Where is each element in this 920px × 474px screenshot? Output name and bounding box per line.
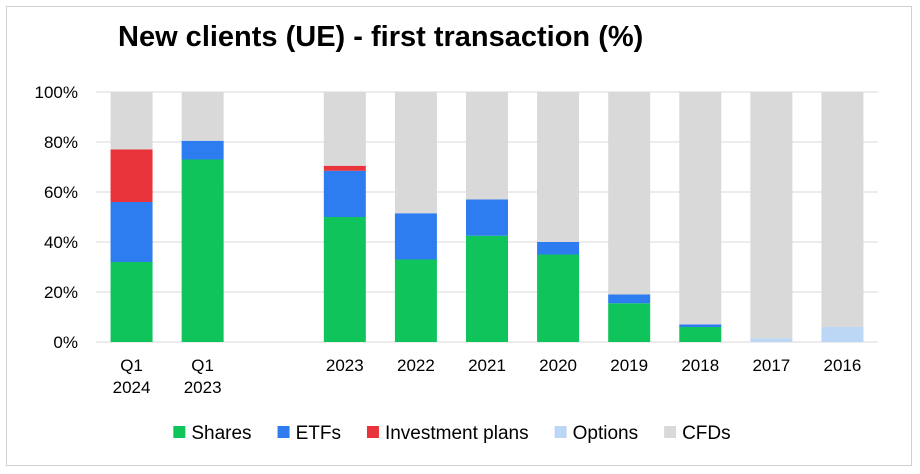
bar-segment-etfs	[394, 213, 437, 260]
y-tick-label: 40%	[44, 233, 78, 252]
legend-label: ETFs	[296, 423, 341, 444]
legend: Shares ETFs Investment plans Options CFDs	[173, 423, 731, 444]
y-tick-label: 100%	[35, 83, 78, 102]
x-tick-label: 2023	[184, 378, 222, 397]
bar-segment-cfds	[537, 92, 580, 242]
legend-label: Investment plans	[385, 423, 529, 444]
legend-label: Shares	[191, 423, 251, 444]
x-tick-label: 2018	[681, 356, 719, 375]
chart-title: New clients (UE) - first transaction (%)	[118, 21, 643, 53]
y-axis-ticks: 0% 20% 40% 60% 80% 100%	[35, 83, 78, 352]
y-tick-label: 20%	[44, 283, 78, 302]
x-tick-label: 2022	[397, 356, 435, 375]
bar-segment-shares	[466, 235, 508, 342]
legend-swatch	[173, 426, 186, 438]
bar-segment-cfds	[466, 92, 508, 200]
x-tick-label: 2021	[468, 356, 506, 375]
bar-segment-etfs	[608, 294, 651, 304]
x-tick-label: 2016	[824, 356, 862, 375]
bar-segment-cfds	[679, 92, 722, 325]
y-tick-label: 80%	[44, 133, 78, 152]
legend-label: CFDs	[682, 423, 731, 444]
bar-segment-shares	[679, 327, 722, 342]
bar-segment-investment-plans	[110, 149, 153, 202]
x-tick-label: Q1	[191, 356, 214, 375]
x-tick-label: 2019	[610, 356, 648, 375]
bar-segment-shares	[181, 159, 224, 342]
legend-swatch	[554, 426, 567, 438]
bar-segment-cfds	[110, 92, 153, 150]
y-tick-label: 60%	[44, 183, 78, 202]
bar-segment-cfds	[394, 92, 437, 214]
y-tick-label: 0%	[53, 333, 78, 352]
bar-segment-options	[821, 327, 864, 342]
bar-segment-etfs	[466, 199, 508, 236]
bar-segment-shares	[394, 259, 437, 342]
bar-segment-cfds	[821, 92, 864, 327]
x-tick-label: 2024	[113, 378, 151, 397]
bar-segment-etfs	[323, 170, 366, 217]
bar-segment-shares	[110, 262, 153, 342]
bars	[110, 92, 864, 342]
x-tick-label: 2020	[539, 356, 577, 375]
legend-label: Options	[573, 423, 638, 444]
bar-segment-cfds	[181, 92, 224, 141]
x-axis-ticks: Q1 2024 Q1 2023 2023 2022 2021 2020 2019 2018 2017…	[113, 356, 862, 397]
bar-segment-investment-plans	[323, 165, 366, 171]
bar-segment-etfs	[110, 202, 153, 262]
bar-segment-shares	[608, 303, 651, 342]
legend-swatch	[366, 426, 379, 438]
bar-segment-cfds	[323, 92, 366, 166]
x-tick-label: Q1	[120, 356, 143, 375]
bar-segment-etfs	[181, 140, 224, 160]
bar-segment-etfs	[679, 324, 722, 327]
x-tick-label: 2023	[326, 356, 364, 375]
bar-segment-shares	[537, 254, 580, 342]
legend-swatch	[664, 426, 677, 438]
bar-segment-cfds	[608, 92, 651, 295]
bar-segment-cfds	[750, 92, 793, 339]
legend-swatch	[277, 426, 290, 438]
bar-segment-options	[750, 338, 793, 342]
bar-segment-etfs	[537, 242, 580, 255]
bar-segment-shares	[323, 217, 366, 342]
x-tick-label: 2017	[752, 356, 790, 375]
